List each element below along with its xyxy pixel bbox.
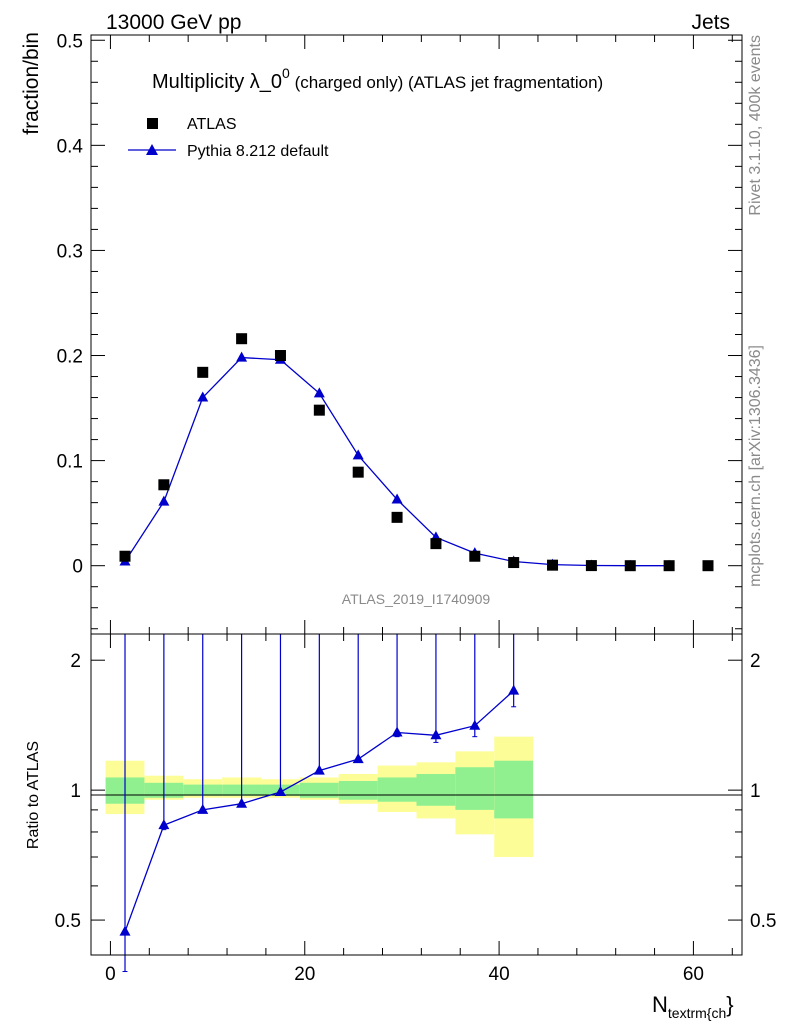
atlas-point	[624, 560, 636, 572]
inner-band-bin	[416, 773, 456, 806]
inner-band-bin	[299, 782, 339, 798]
atlas-point	[391, 511, 403, 523]
plot-title: Multiplicity λ_00 (charged only) (ATLAS …	[152, 65, 603, 93]
header-left: 13000 GeV pp	[106, 11, 241, 34]
atlas-point	[469, 550, 481, 562]
atlas-point	[508, 557, 520, 569]
inner-band-bin	[455, 767, 495, 810]
pythia-point	[236, 351, 248, 362]
pythia-point	[352, 449, 364, 460]
inner-band-bin	[338, 780, 378, 800]
ratio-point	[352, 753, 364, 764]
atlas-point	[702, 560, 714, 572]
ratio-point	[508, 684, 520, 695]
main-panel: Multiplicity λ_00 (charged only) (ATLAS …	[20, 31, 743, 635]
x-axis-label: Ntextrm{ch}	[652, 992, 734, 1021]
pythia-line	[124, 356, 670, 567]
ratio-y-tick-label: 0.5	[55, 911, 81, 932]
analysis-watermark: ATLAS_2019_I1740909	[342, 591, 491, 607]
pythia-point	[313, 387, 325, 398]
legend-atlas-label: ATLAS	[187, 116, 237, 133]
ratio-data-marks	[119, 634, 520, 973]
ratio-point	[469, 719, 481, 730]
inner-band-bin	[494, 760, 534, 819]
atlas-point	[663, 560, 675, 572]
atlas-point	[547, 559, 559, 571]
x-tick-label: 60	[683, 964, 704, 985]
legend: ATLAS Pythia 8.212 default	[128, 116, 329, 160]
atlas-point	[274, 350, 286, 362]
x-tick-label: 0	[105, 964, 116, 985]
ratio-axes: 0.5 0.51 12 20 20 40 60	[55, 634, 776, 985]
y-tick-label: 0.4	[57, 136, 84, 157]
ratio-point	[158, 819, 170, 830]
ratio-frame	[90, 633, 743, 956]
x-tick-label: 40	[489, 964, 510, 985]
legend-pythia-marker	[146, 144, 158, 155]
atlas-point	[585, 560, 597, 572]
y-tick-label: 0.3	[57, 241, 83, 262]
ratio-point	[197, 803, 209, 814]
ratio-point	[274, 786, 286, 797]
inner-band-bin	[377, 777, 417, 802]
y-axis-label: fraction/bin	[20, 32, 43, 135]
pythia-point	[197, 391, 209, 402]
y-tick-label: 0	[72, 557, 83, 578]
atlas-point	[119, 550, 131, 562]
ratio-point	[119, 925, 131, 936]
ratio-point	[236, 797, 248, 808]
y-tick-label: 0.2	[57, 347, 83, 368]
ratio-y-axis-label: Ratio to ATLAS	[25, 741, 42, 849]
y-tick-label: 0.5	[57, 31, 83, 52]
ratio-y-tick-label: 1	[70, 781, 81, 802]
ratio-point	[313, 764, 325, 775]
main-data-marks	[119, 333, 714, 572]
atlas-point	[352, 466, 364, 478]
atlas-point	[236, 333, 248, 345]
pythia-point	[158, 495, 170, 506]
ratio-point	[391, 726, 403, 737]
y-tick-label: 0.1	[57, 452, 83, 473]
ratio-y-tick-label-right: 0.5	[750, 911, 776, 932]
legend-pythia-label: Pythia 8.212 default	[187, 143, 329, 160]
main-y-axis: 0 0.1 0.2 0.3 0.4 0.5	[57, 31, 742, 634]
rivet-version-label: Rivet 3.1.10, 400k events	[747, 35, 764, 216]
x-tick-label: 20	[294, 964, 315, 985]
atlas-point	[197, 366, 209, 378]
mcplots-label: mcplots.cern.ch [arXiv:1306.3436]	[747, 345, 764, 587]
atlas-point	[430, 538, 442, 550]
header-right: Jets	[691, 11, 730, 34]
ratio-y-tick-label-right: 1	[750, 781, 761, 802]
ratio-y-tick-label: 2	[70, 651, 81, 672]
atlas-point	[158, 479, 170, 491]
ratio-point	[430, 729, 442, 740]
pythia-point	[391, 493, 403, 504]
ratio-panel: 0.5 0.51 12 20 20 40 60 Ratio to ATLAS Ntextrm…	[25, 633, 776, 1021]
atlas-point	[313, 404, 325, 416]
legend-atlas-marker	[147, 118, 158, 129]
ratio-y-tick-label-right: 2	[750, 651, 761, 672]
